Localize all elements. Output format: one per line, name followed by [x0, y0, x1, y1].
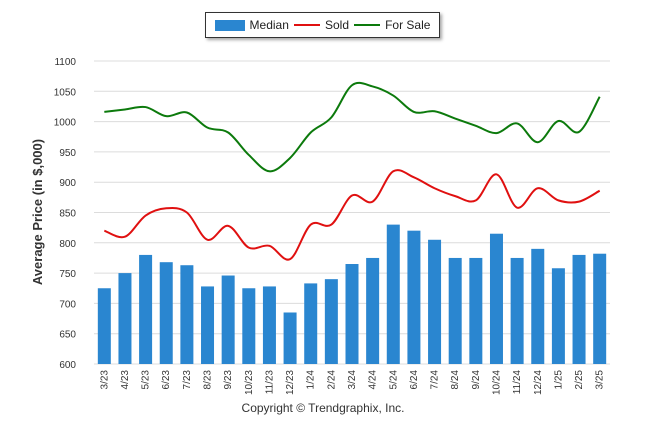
x-tick-label: 6/24	[409, 370, 420, 390]
y-axis-ticks: 600 650 700 750 800 850 900 950 1000 1050 1100	[54, 57, 77, 371]
y-tick-label: 1100	[54, 57, 76, 68]
copyright-text: Copyright © Trendgraphix, Inc.	[241, 401, 405, 415]
median-bar[interactable]	[262, 286, 276, 364]
x-tick-label: 10/24	[491, 370, 502, 395]
y-tick-label: 600	[59, 360, 76, 371]
x-tick-label: 1/25	[553, 370, 564, 390]
x-tick-label: 9/23	[223, 370, 234, 390]
y-tick-label: 700	[59, 299, 76, 310]
x-tick-label: 3/25	[595, 370, 606, 390]
x-tick-label: 12/24	[533, 370, 544, 395]
legend-item-median[interactable]: Median	[214, 18, 289, 32]
x-tick-label: 3/24	[347, 370, 358, 390]
x-tick-label: 1/24	[306, 370, 317, 390]
median-bar[interactable]	[407, 230, 421, 364]
x-tick-label: 9/24	[471, 370, 482, 390]
y-tick-label: 850	[59, 209, 76, 220]
median-bar[interactable]	[139, 254, 153, 364]
y-tick-label: 1050	[54, 87, 77, 98]
median-bars	[97, 224, 607, 364]
x-tick-label: 8/24	[450, 370, 461, 390]
x-tick-label: 6/23	[161, 370, 172, 390]
x-tick-label: 5/23	[141, 370, 152, 390]
median-bar[interactable]	[366, 257, 380, 364]
legend-swatch-for-sale	[354, 24, 381, 26]
x-tick-label: 12/23	[285, 370, 296, 395]
y-tick-label: 950	[59, 148, 76, 159]
legend-item-for-sale[interactable]: For Sale	[354, 18, 430, 32]
x-tick-label: 11/24	[512, 370, 523, 395]
median-bar[interactable]	[386, 224, 400, 364]
x-tick-label: 8/23	[203, 370, 214, 390]
x-tick-label: 7/24	[430, 370, 441, 390]
x-tick-label: 2/24	[326, 370, 337, 390]
x-tick-label: 7/23	[182, 370, 193, 390]
median-bar[interactable]	[159, 262, 173, 364]
y-tick-label: 650	[59, 330, 76, 341]
x-tick-label: 3/23	[99, 370, 110, 390]
median-bar[interactable]	[489, 233, 503, 364]
median-bar[interactable]	[283, 312, 297, 364]
x-tick-label: 4/23	[120, 370, 131, 390]
x-tick-label: 2/25	[574, 370, 585, 390]
legend-swatch-sold	[293, 24, 320, 26]
median-bar[interactable]	[242, 288, 256, 364]
median-bar[interactable]	[97, 288, 111, 364]
y-tick-label: 750	[59, 269, 76, 280]
y-axis-label: Average Price (in $,000)	[30, 139, 45, 285]
median-bar[interactable]	[304, 283, 318, 364]
x-tick-label: 4/24	[368, 370, 379, 390]
median-bar[interactable]	[201, 286, 215, 364]
for-sale-line[interactable]	[104, 81, 601, 173]
median-bar[interactable]	[345, 264, 359, 364]
median-bar[interactable]	[324, 279, 338, 364]
legend: Median Sold For Sale	[205, 12, 440, 38]
median-bar[interactable]	[572, 254, 586, 364]
median-bar[interactable]	[469, 257, 483, 364]
sold-line[interactable]	[103, 169, 601, 261]
legend-label-median: Median	[249, 18, 289, 32]
legend-item-sold[interactable]: Sold	[293, 18, 349, 32]
median-bar[interactable]	[593, 253, 607, 364]
price-lines	[103, 81, 601, 261]
median-bar[interactable]	[510, 257, 524, 364]
median-bar[interactable]	[221, 275, 235, 364]
legend-swatch-median	[214, 19, 245, 31]
median-bar[interactable]	[118, 273, 132, 364]
median-bar[interactable]	[448, 257, 462, 364]
median-bar[interactable]	[531, 248, 545, 364]
y-tick-label: 900	[59, 178, 76, 189]
x-tick-label: 5/24	[388, 370, 399, 390]
gridlines	[94, 60, 610, 365]
x-tick-label: 10/23	[244, 370, 255, 395]
x-tick-label: 11/23	[264, 370, 275, 395]
y-tick-label: 800	[59, 239, 76, 250]
legend-label-for-sale: For Sale	[385, 18, 431, 32]
median-bar[interactable]	[551, 268, 565, 364]
median-bar[interactable]	[428, 239, 442, 364]
legend-label-sold: Sold	[324, 18, 349, 32]
median-bar[interactable]	[180, 265, 194, 364]
x-axis-ticks: 3/23 4/23 5/23 6/23 7/23 8/23 9/23 10/23 11/23 12…	[99, 370, 605, 395]
y-tick-label: 1000	[54, 118, 77, 129]
